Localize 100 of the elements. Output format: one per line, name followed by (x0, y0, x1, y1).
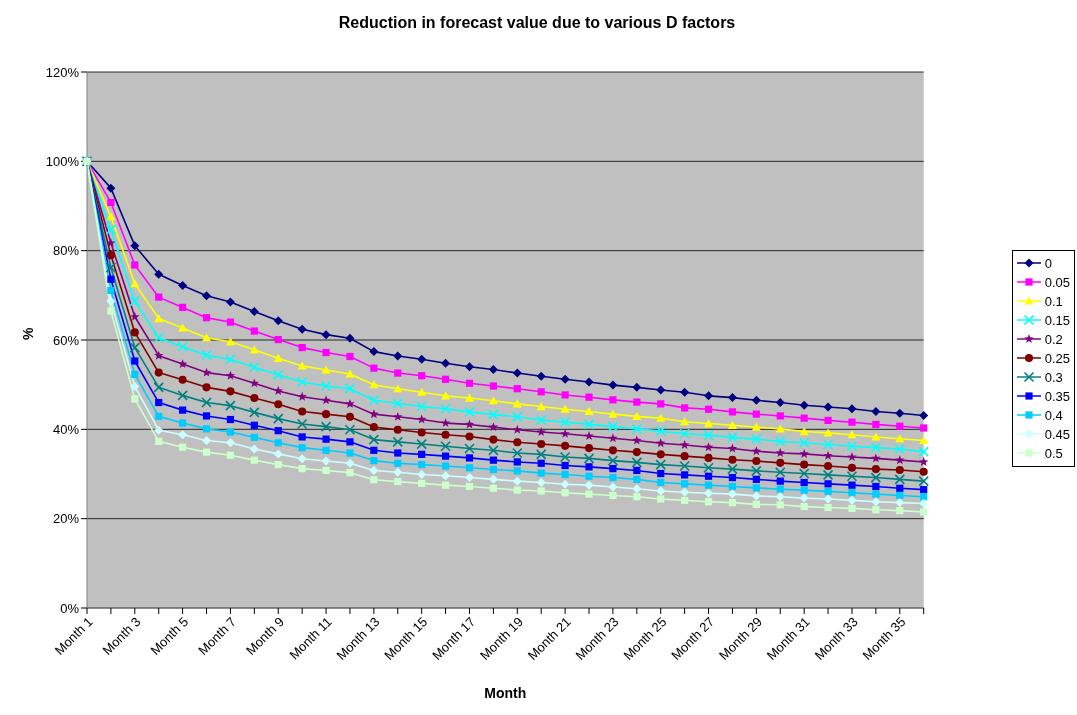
point (179, 419, 187, 427)
point (131, 395, 139, 403)
point (824, 461, 833, 471)
y-tick-label: 20% (52, 511, 80, 527)
point (560, 404, 570, 413)
point (848, 481, 856, 489)
point (346, 469, 354, 477)
x-axis-title: Month (484, 685, 527, 701)
point (632, 484, 642, 494)
y-axis-title: % (19, 327, 36, 340)
point (418, 450, 426, 458)
point (393, 467, 403, 477)
point (920, 424, 928, 432)
point (345, 458, 355, 468)
point (513, 467, 521, 475)
y-tick-label: 100% (45, 153, 80, 169)
point (896, 491, 904, 500)
point (560, 374, 570, 384)
point (513, 438, 522, 447)
point (774, 436, 786, 447)
point (585, 463, 593, 471)
point (179, 406, 187, 414)
point (655, 425, 667, 437)
point (107, 286, 115, 295)
point (130, 328, 139, 337)
point (249, 444, 259, 454)
point (177, 341, 188, 352)
point (441, 471, 451, 481)
point (465, 482, 474, 491)
point (464, 473, 474, 483)
point (369, 347, 379, 357)
point (465, 464, 474, 472)
point (249, 306, 259, 316)
point (513, 458, 521, 466)
point (657, 469, 665, 478)
point (822, 469, 834, 481)
point (537, 440, 546, 449)
point (201, 397, 212, 408)
point (346, 438, 354, 446)
point (489, 382, 497, 390)
point (751, 395, 761, 405)
point (369, 423, 378, 432)
point (105, 224, 117, 235)
y-tick-label: 120% (45, 64, 80, 80)
point (345, 398, 355, 408)
point (727, 420, 737, 429)
point (130, 279, 140, 288)
point (871, 432, 881, 441)
point (703, 462, 714, 474)
point (464, 406, 475, 418)
point (201, 349, 212, 361)
point (297, 324, 307, 334)
point (202, 333, 212, 342)
point (154, 269, 164, 279)
point (250, 456, 258, 464)
point (537, 487, 545, 495)
point (130, 381, 140, 391)
point (584, 406, 594, 416)
point (585, 393, 593, 401)
point (847, 463, 857, 472)
point (345, 333, 355, 343)
point (489, 456, 497, 464)
point (154, 314, 164, 323)
point (346, 449, 354, 457)
point (919, 410, 929, 420)
point (417, 354, 427, 364)
point (250, 433, 258, 441)
point (608, 409, 618, 418)
point (130, 241, 140, 251)
point (872, 420, 880, 429)
point (871, 453, 881, 463)
point (609, 396, 617, 404)
point (370, 446, 378, 454)
point (155, 412, 163, 420)
point (751, 433, 762, 445)
point (202, 383, 211, 392)
point (776, 485, 784, 493)
point (632, 435, 642, 445)
point (274, 439, 282, 447)
point (441, 375, 450, 383)
point (345, 369, 355, 378)
point (249, 407, 260, 418)
point (585, 490, 593, 498)
point (178, 430, 188, 440)
point (297, 454, 307, 464)
point (536, 371, 546, 381)
point (226, 451, 235, 459)
point (107, 198, 115, 207)
point (394, 477, 402, 486)
point (536, 477, 546, 487)
y-tick-label: 40% (52, 421, 80, 437)
point (274, 400, 283, 409)
y-tick-label: 0% (60, 600, 80, 616)
point (824, 416, 832, 424)
chart-title: Reduction in forecast value due to various D factors (337, 14, 737, 32)
point (511, 411, 523, 423)
point (656, 486, 666, 496)
point (418, 461, 426, 469)
point (440, 418, 451, 428)
point (392, 398, 404, 409)
